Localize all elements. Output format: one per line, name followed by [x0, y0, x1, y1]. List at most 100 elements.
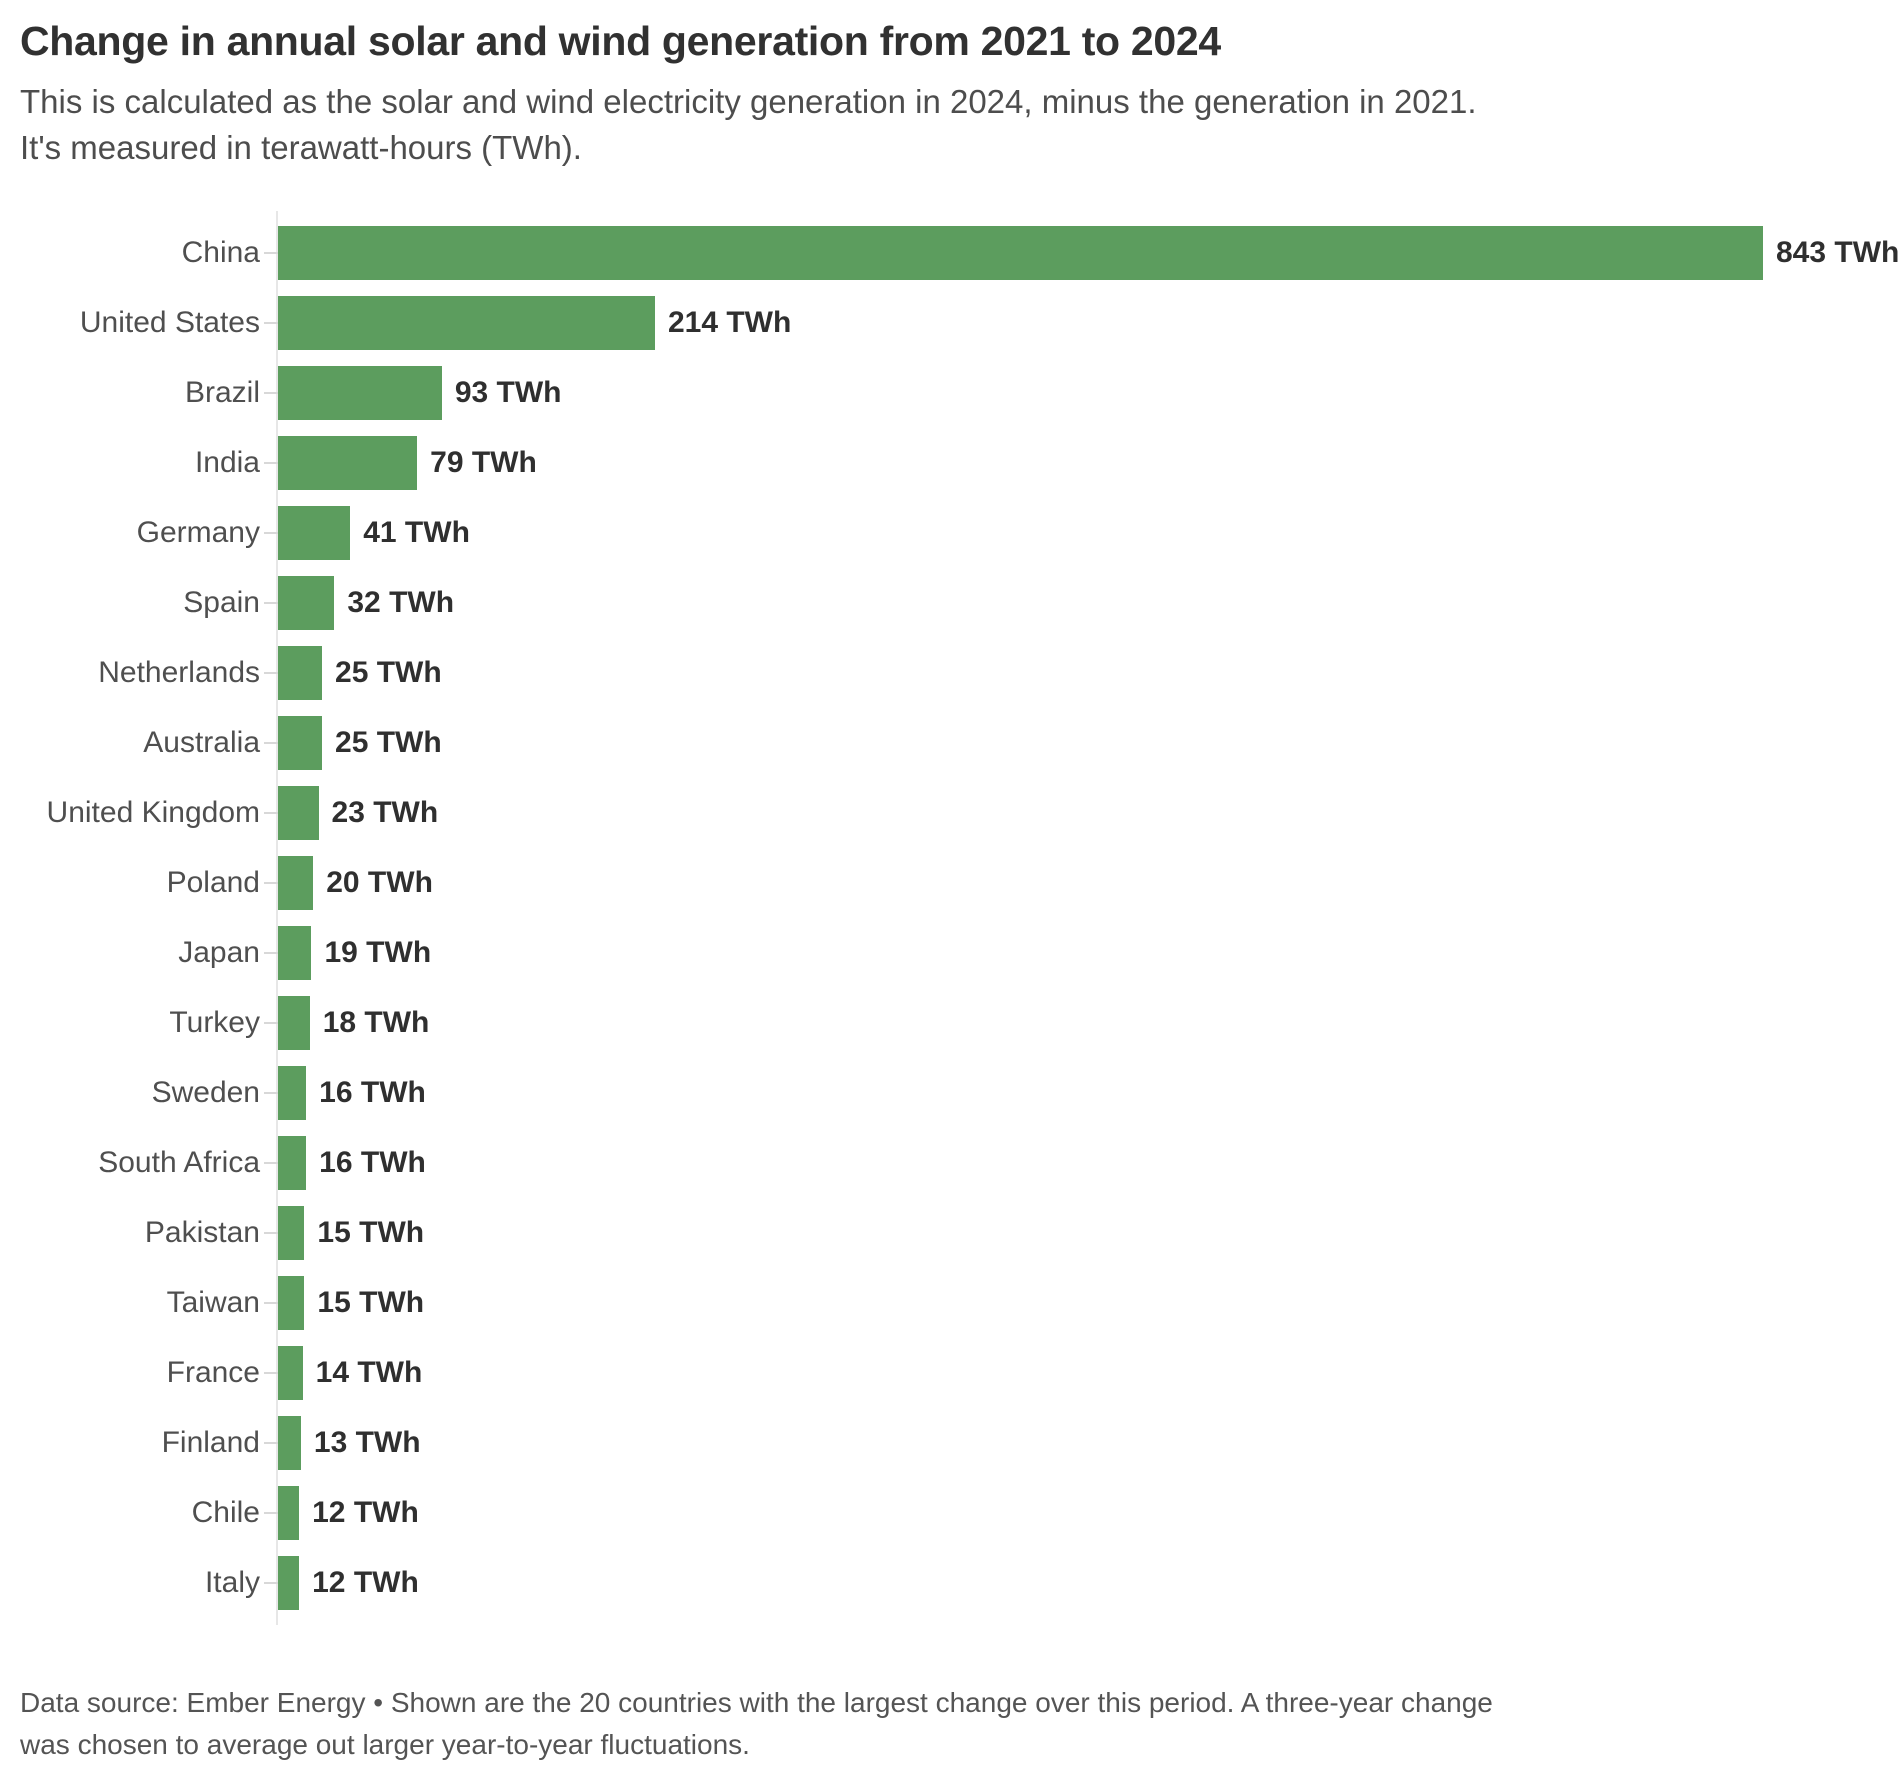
bar	[278, 995, 310, 1050]
axis-tick	[264, 1231, 278, 1234]
bar-row: Australia 25 TWh	[20, 708, 1884, 778]
bar	[278, 295, 655, 350]
value-label: 12 TWh	[312, 1565, 419, 1599]
chart-title: Change in annual solar and wind generati…	[20, 18, 1221, 64]
bar	[278, 1555, 300, 1610]
value-label: 20 TWh	[326, 865, 433, 899]
bar	[278, 1415, 301, 1470]
bar	[278, 715, 323, 770]
bar	[278, 1205, 305, 1260]
category-label: France	[166, 1355, 260, 1389]
axis-tick	[264, 321, 278, 324]
category-label: Australia	[143, 725, 260, 759]
bar-row: Japan 19 TWh	[20, 918, 1884, 988]
value-label: 214 TWh	[667, 305, 792, 339]
axis-tick	[264, 1441, 278, 1444]
bar-row: Netherlands 25 TWh	[20, 638, 1884, 708]
bar	[278, 505, 351, 560]
axis-tick	[264, 1021, 278, 1024]
bar	[278, 1275, 305, 1330]
bar-row: Germany 41 TWh	[20, 498, 1884, 568]
category-label: Italy	[204, 1565, 260, 1599]
axis-tick	[264, 1091, 278, 1094]
bar-row: Finland 13 TWh	[20, 1408, 1884, 1478]
axis-tick	[264, 1371, 278, 1374]
category-label: Germany	[136, 515, 260, 549]
category-label: Pakistan	[144, 1215, 260, 1249]
value-label: 25 TWh	[335, 655, 442, 689]
bar	[278, 925, 312, 980]
bar-row: Pakistan 15 TWh	[20, 1198, 1884, 1268]
value-label: 16 TWh	[319, 1145, 426, 1179]
axis-tick	[264, 671, 278, 674]
chart-subtitle-line-1: This is calculated as the solar and wind…	[20, 83, 1477, 121]
category-label: Japan	[178, 935, 260, 969]
value-label: 93 TWh	[454, 375, 562, 409]
bar-row: Turkey 18 TWh	[20, 988, 1884, 1058]
axis-tick	[264, 1161, 278, 1164]
y-axis-line	[276, 210, 278, 1625]
value-label: 15 TWh	[317, 1215, 425, 1249]
category-label: South Africa	[98, 1145, 260, 1179]
axis-tick	[264, 881, 278, 884]
bar-row: France 14 TWh	[20, 1338, 1884, 1408]
category-label: Poland	[166, 865, 260, 899]
bar-row: China 843 TWh	[20, 218, 1899, 288]
value-label: 41 TWh	[363, 515, 470, 549]
axis-tick	[264, 811, 278, 814]
bar-row: United States 214 TWh	[20, 288, 1884, 358]
category-label: India	[194, 445, 260, 479]
value-label: 23 TWh	[331, 795, 439, 829]
bar-rows: China 843 TWh United States 214 TWh Brazil 93…	[20, 218, 1899, 1618]
axis-tick	[264, 461, 278, 464]
axis-tick	[264, 1301, 278, 1304]
category-label: China	[181, 235, 260, 269]
chart-footnote: Data source: Ember Energy • Shown are th…	[20, 1686, 1493, 1760]
category-label: Netherlands	[98, 655, 260, 689]
category-label: Turkey	[169, 1005, 260, 1039]
bar	[278, 365, 442, 420]
category-label: Brazil	[184, 375, 260, 409]
chart-subtitle: This is calculated as the solar and wind…	[20, 79, 1884, 171]
value-label: 843 TWh	[1776, 235, 1900, 269]
bar-chart: China 843 TWh United States 214 TWh Brazil 93…	[20, 210, 1899, 1625]
value-label: 79 TWh	[430, 445, 537, 479]
axis-tick	[264, 391, 278, 394]
category-label: Chile	[191, 1495, 260, 1529]
value-label: 25 TWh	[335, 725, 442, 759]
chart-subtitle-line-2: It's measured in terawatt-hours (TWh).	[20, 129, 582, 167]
bar-row: South Africa 16 TWh	[20, 1128, 1884, 1198]
bar-row: India 79 TWh	[20, 428, 1884, 498]
axis-tick	[264, 531, 278, 534]
category-label: Finland	[161, 1425, 260, 1459]
category-label: Taiwan	[166, 1285, 260, 1319]
value-label: 19 TWh	[324, 935, 432, 969]
bar-row: Sweden 16 TWh	[20, 1058, 1884, 1128]
bar	[278, 1135, 307, 1190]
axis-tick	[264, 1511, 278, 1514]
value-label: 12 TWh	[312, 1495, 419, 1529]
bar	[278, 645, 323, 700]
axis-tick	[264, 741, 278, 744]
category-label: Spain	[183, 585, 260, 619]
bar-row: Brazil 93 TWh	[20, 358, 1884, 428]
bar	[278, 855, 314, 910]
category-label: United States	[79, 305, 260, 339]
bar-row: Poland 20 TWh	[20, 848, 1884, 918]
bar	[278, 1485, 300, 1540]
category-label: United Kingdom	[46, 795, 260, 829]
bar-row: Chile 12 TWh	[20, 1478, 1884, 1548]
bar	[278, 575, 335, 630]
bar	[278, 785, 319, 840]
value-label: 32 TWh	[347, 585, 455, 619]
bar	[278, 225, 1763, 280]
value-label: 13 TWh	[313, 1425, 421, 1459]
value-label: 15 TWh	[317, 1285, 425, 1319]
bar-row: Taiwan 15 TWh	[20, 1268, 1884, 1338]
axis-tick	[264, 951, 278, 954]
bar-row: Spain 32 TWh	[20, 568, 1884, 638]
bar	[278, 435, 418, 490]
axis-tick	[264, 601, 278, 604]
bar	[278, 1345, 303, 1400]
